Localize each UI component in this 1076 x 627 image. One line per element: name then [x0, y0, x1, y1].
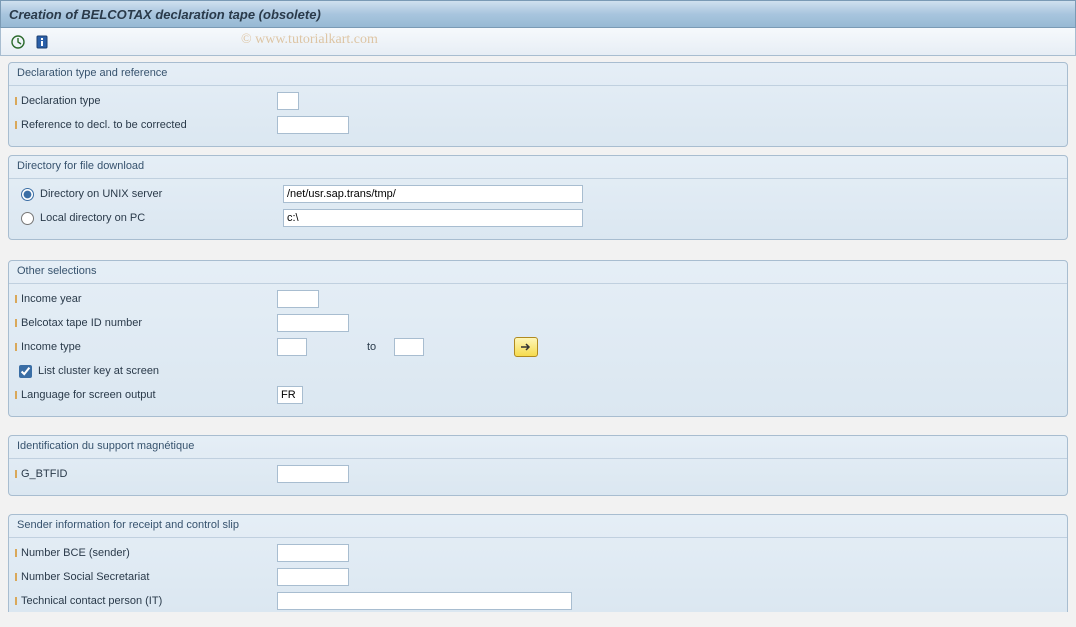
title-bar: Creation of BELCOTAX declaration tape (o…: [0, 0, 1076, 28]
reference-input[interactable]: [277, 116, 349, 134]
unix-path-input[interactable]: [283, 185, 583, 203]
group-header: Directory for file download: [9, 156, 1067, 179]
multiple-selection-button[interactable]: [514, 337, 538, 357]
secretariat-label: Number Social Secretariat: [17, 571, 277, 583]
toolbar: © www.tutorialkart.com: [0, 28, 1076, 56]
tape-id-input[interactable]: [277, 314, 349, 332]
group-header: Identification du support magnétique: [9, 436, 1067, 459]
reference-label: Reference to decl. to be corrected: [17, 119, 277, 131]
arrow-right-icon: [519, 341, 533, 353]
list-cluster-checkbox[interactable]: [19, 365, 32, 378]
pc-radio[interactable]: [21, 212, 34, 225]
contact-input[interactable]: [277, 592, 572, 610]
tape-id-label: Belcotax tape ID number: [17, 317, 277, 329]
income-type-label: Income type: [17, 341, 277, 353]
execute-button[interactable]: [7, 31, 29, 53]
group-header: Other selections: [9, 261, 1067, 284]
income-year-input[interactable]: [277, 290, 319, 308]
secretariat-input[interactable]: [277, 568, 349, 586]
group-header: Sender information for receipt and contr…: [9, 515, 1067, 538]
group-declaration-type: Declaration type and reference Declarati…: [8, 62, 1068, 147]
income-type-from-input[interactable]: [277, 338, 307, 356]
unix-radio[interactable]: [21, 188, 34, 201]
pc-label: Local directory on PC: [40, 212, 145, 224]
declaration-type-input[interactable]: [277, 92, 299, 110]
group-directory: Directory for file download Directory on…: [8, 155, 1068, 240]
pc-path-input[interactable]: [283, 209, 583, 227]
group-other-selections: Other selections Income year Belcotax ta…: [8, 260, 1068, 417]
btfid-input[interactable]: [277, 465, 349, 483]
clock-execute-icon: [10, 34, 26, 50]
list-cluster-checkbox-label[interactable]: List cluster key at screen: [17, 365, 277, 378]
unix-radio-label[interactable]: Directory on UNIX server: [17, 188, 277, 201]
income-type-to-input[interactable]: [394, 338, 424, 356]
unix-label: Directory on UNIX server: [40, 188, 162, 200]
to-label: to: [367, 341, 376, 353]
info-icon: [34, 34, 50, 50]
pc-radio-label[interactable]: Local directory on PC: [17, 212, 277, 225]
group-sender-info: Sender information for receipt and contr…: [8, 514, 1068, 612]
language-input[interactable]: [277, 386, 303, 404]
page-title: Creation of BELCOTAX declaration tape (o…: [9, 7, 321, 22]
group-header: Declaration type and reference: [9, 63, 1067, 86]
content-area: Declaration type and reference Declarati…: [0, 62, 1076, 612]
bce-input[interactable]: [277, 544, 349, 562]
info-button[interactable]: [31, 31, 53, 53]
group-identification: Identification du support magnétique G_B…: [8, 435, 1068, 496]
declaration-type-label: Declaration type: [17, 95, 277, 107]
bce-label: Number BCE (sender): [17, 547, 277, 559]
contact-label: Technical contact person (IT): [17, 595, 277, 607]
language-label: Language for screen output: [17, 389, 277, 401]
income-year-label: Income year: [17, 293, 277, 305]
watermark: © www.tutorialkart.com: [241, 32, 378, 48]
list-cluster-label: List cluster key at screen: [38, 365, 159, 377]
btfid-label: G_BTFID: [17, 468, 277, 480]
